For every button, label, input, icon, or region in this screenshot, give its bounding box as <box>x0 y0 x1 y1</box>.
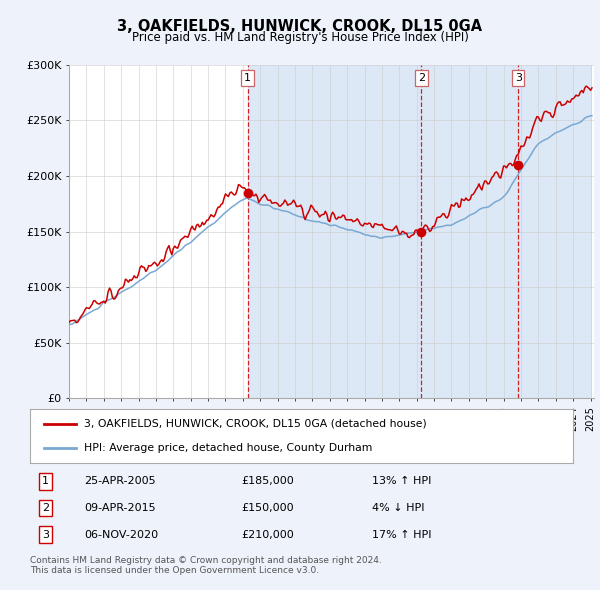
Text: 06-NOV-2020: 06-NOV-2020 <box>85 530 158 539</box>
Text: 2: 2 <box>41 503 49 513</box>
Text: 13% ↑ HPI: 13% ↑ HPI <box>372 477 431 487</box>
Text: 3, OAKFIELDS, HUNWICK, CROOK, DL15 0GA: 3, OAKFIELDS, HUNWICK, CROOK, DL15 0GA <box>118 19 482 34</box>
Bar <box>421 65 518 398</box>
Text: 3: 3 <box>515 73 522 83</box>
Text: Contains HM Land Registry data © Crown copyright and database right 2024.
This d: Contains HM Land Registry data © Crown c… <box>30 556 382 575</box>
Text: HPI: Average price, detached house, County Durham: HPI: Average price, detached house, Coun… <box>85 444 373 454</box>
Text: £150,000: £150,000 <box>242 503 295 513</box>
Text: 17% ↑ HPI: 17% ↑ HPI <box>372 530 431 539</box>
Text: 1: 1 <box>42 477 49 487</box>
Text: 4% ↓ HPI: 4% ↓ HPI <box>372 503 425 513</box>
Text: 3: 3 <box>42 530 49 539</box>
Text: 3, OAKFIELDS, HUNWICK, CROOK, DL15 0GA (detached house): 3, OAKFIELDS, HUNWICK, CROOK, DL15 0GA (… <box>85 418 427 428</box>
Text: Price paid vs. HM Land Registry's House Price Index (HPI): Price paid vs. HM Land Registry's House … <box>131 31 469 44</box>
Text: 25-APR-2005: 25-APR-2005 <box>85 477 156 487</box>
Bar <box>518 65 592 398</box>
Bar <box>248 65 421 398</box>
Text: £210,000: £210,000 <box>242 530 295 539</box>
Text: 1: 1 <box>244 73 251 83</box>
Text: 2: 2 <box>418 73 425 83</box>
Text: 09-APR-2015: 09-APR-2015 <box>85 503 156 513</box>
Text: £185,000: £185,000 <box>242 477 295 487</box>
